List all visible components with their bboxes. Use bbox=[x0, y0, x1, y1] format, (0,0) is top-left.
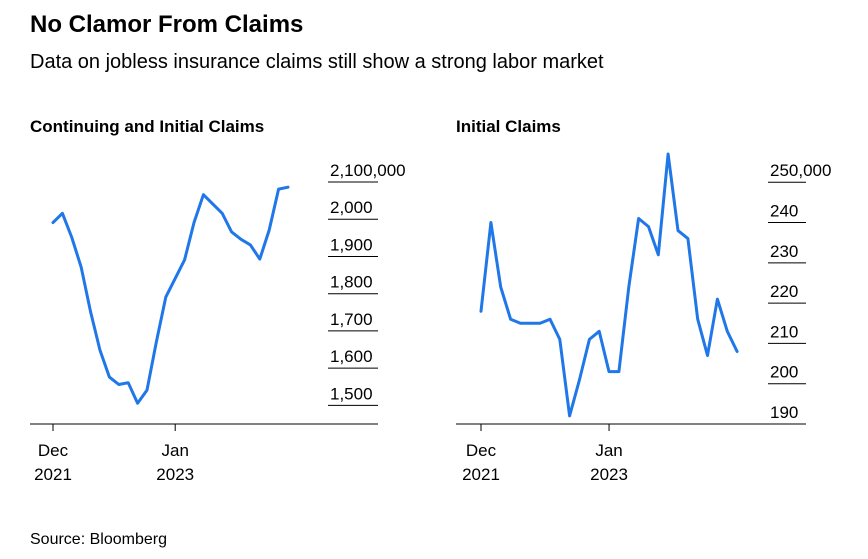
x-tick-label: Dec 2021 bbox=[34, 441, 72, 484]
line bbox=[51, 185, 290, 405]
y-tick-label: 190 bbox=[770, 403, 798, 422]
x-tick-label: Dec 2021 bbox=[462, 441, 500, 484]
y-tick-label: 210 bbox=[770, 322, 798, 341]
y-tick-label: 250,000 bbox=[770, 161, 831, 180]
y-tick-label: 2,000 bbox=[330, 198, 373, 217]
y-tick-label: 1,600 bbox=[330, 347, 373, 366]
chart-title: Continuing and Initial Claims bbox=[30, 117, 264, 136]
subtitle: Data on jobless insurance claims still s… bbox=[30, 51, 604, 73]
y-tick-label: 1,900 bbox=[330, 235, 373, 254]
source: Source: Bloomberg bbox=[30, 531, 167, 548]
y-tick-label: 240 bbox=[770, 202, 798, 221]
y-tick-label: 2,100,000 bbox=[330, 161, 406, 180]
y-tick-label: 1,500 bbox=[330, 384, 373, 403]
y-tick-label: 220 bbox=[770, 282, 798, 301]
title: No Clamor From Claims bbox=[30, 11, 303, 38]
y-tick-label: 230 bbox=[770, 242, 798, 261]
y-tick-label: 1,700 bbox=[330, 310, 373, 329]
y-tick-label: 200 bbox=[770, 363, 798, 382]
chart-title: Initial Claims bbox=[456, 117, 561, 136]
y-tick-label: 1,800 bbox=[330, 273, 373, 292]
line bbox=[479, 152, 739, 418]
x-tick-label: Jan 2023 bbox=[156, 441, 194, 484]
x-tick-label: Jan 2023 bbox=[590, 441, 628, 484]
